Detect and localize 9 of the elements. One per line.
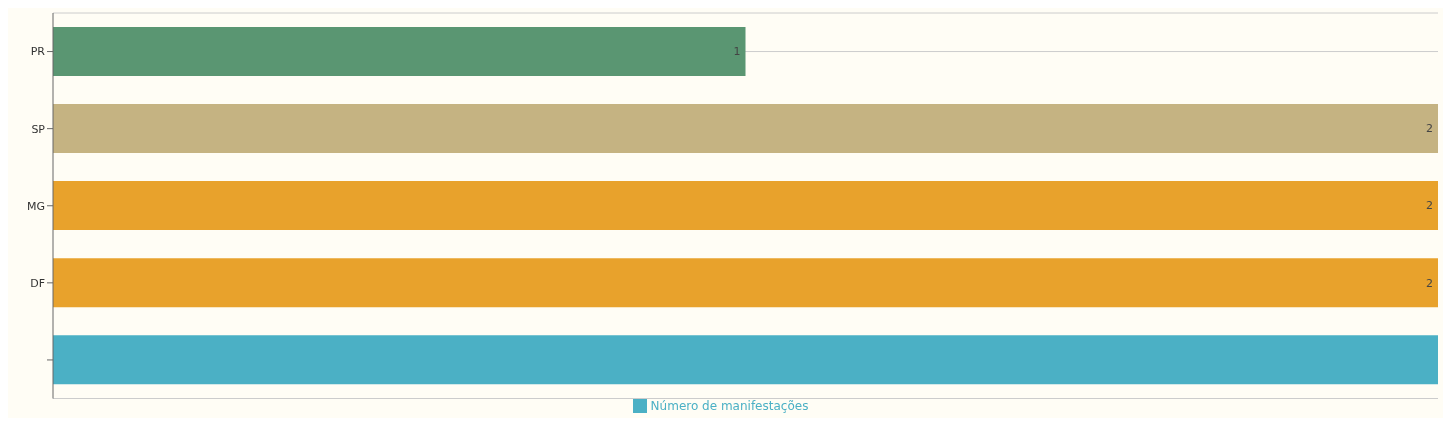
y-tick-label: SP: [31, 122, 46, 136]
data-label: 2: [1426, 276, 1433, 290]
y-tick-label: PR: [30, 45, 46, 59]
legend-label: Número de manifestações: [650, 398, 809, 413]
data-label: 1: [733, 45, 741, 59]
data-label: 2: [1426, 122, 1433, 136]
data-label: 2: [1426, 199, 1433, 213]
y-tick-label: DF: [30, 276, 45, 290]
y-tick-label: MG: [26, 199, 45, 213]
